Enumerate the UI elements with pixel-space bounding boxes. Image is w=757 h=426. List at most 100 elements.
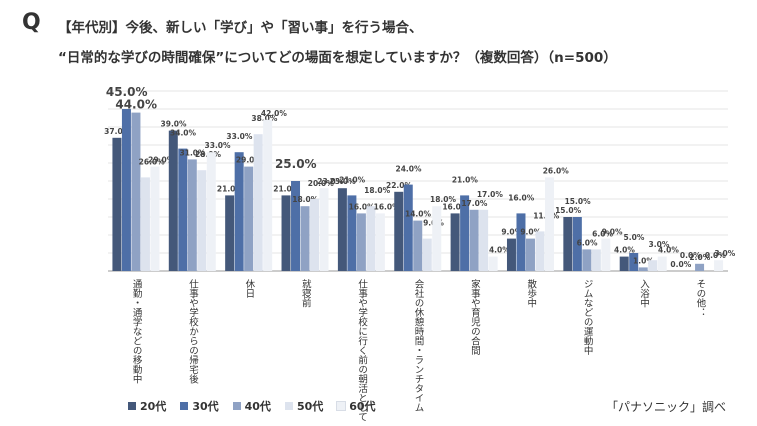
value-label: 14.0% bbox=[405, 210, 432, 219]
bar-60代-3 bbox=[319, 188, 329, 271]
value-label: 23.0% bbox=[330, 177, 357, 186]
bar-50代-6 bbox=[479, 209, 489, 271]
legend-label-40s: 40代 bbox=[244, 400, 271, 413]
bar-60代-10 bbox=[714, 260, 724, 271]
bar-40代-7 bbox=[525, 238, 535, 271]
bar-40代-1 bbox=[187, 159, 197, 271]
legend-item-50s: 50代 bbox=[284, 398, 324, 414]
value-label: 15.0% bbox=[565, 197, 592, 206]
value-label: 9.0% bbox=[520, 228, 541, 237]
value-label: 20.0% bbox=[308, 179, 335, 188]
value-label: 6.0% bbox=[592, 229, 613, 238]
bar-40代-0 bbox=[131, 112, 141, 271]
bar-30代-6 bbox=[460, 195, 470, 271]
bar-30代-2 bbox=[234, 152, 244, 271]
bar-60代-0 bbox=[150, 166, 160, 271]
value-label: 16.0% bbox=[508, 193, 535, 202]
bar-30代-9 bbox=[629, 253, 639, 271]
bar-50代-9 bbox=[648, 260, 658, 271]
category-label: ジムなどの運動中 bbox=[582, 279, 594, 356]
bar-40代-5 bbox=[413, 220, 423, 271]
value-label: 38.0% bbox=[251, 114, 278, 123]
category-label: その他： bbox=[694, 279, 706, 317]
legend-swatch-50s bbox=[284, 402, 293, 410]
source-note: 「パナソニック」調べ bbox=[606, 400, 727, 414]
value-label: 44.0% bbox=[115, 98, 157, 112]
value-label: 21.0% bbox=[273, 184, 300, 193]
category-label: 仕事や学校からの帰宅後 bbox=[187, 278, 199, 383]
value-label: 37.0% bbox=[104, 127, 131, 136]
bar-50代-2 bbox=[253, 134, 263, 271]
value-label: 21.0% bbox=[339, 175, 366, 184]
legend-label-60s: 60代 bbox=[349, 400, 376, 413]
legend-swatch-20s bbox=[128, 402, 136, 410]
value-label: 9.0% bbox=[501, 228, 522, 237]
bar-30代-0 bbox=[121, 109, 131, 271]
bar-30代-5 bbox=[403, 184, 413, 271]
bar-40代-4 bbox=[356, 213, 366, 271]
chart-legend: 20代 30代 40代 50代 60代 bbox=[128, 398, 376, 414]
category-label: 散歩中 bbox=[525, 278, 537, 308]
bar-60代-9 bbox=[657, 256, 667, 271]
legend-swatch-30s bbox=[180, 402, 189, 410]
bar-20代-4 bbox=[337, 188, 347, 271]
value-label: 42.0% bbox=[261, 109, 288, 118]
value-label: 1.0% bbox=[633, 256, 654, 265]
bar-50代-8 bbox=[591, 249, 601, 271]
value-label: 6.0% bbox=[577, 238, 598, 247]
value-label: 16.0% bbox=[349, 202, 376, 211]
value-label: 3.0% bbox=[649, 240, 670, 249]
bar-20代-5 bbox=[394, 191, 404, 271]
bar-50代-0 bbox=[140, 177, 150, 271]
bar-50代-1 bbox=[197, 170, 207, 271]
value-label: 33.0% bbox=[205, 141, 232, 150]
value-label: 25.0% bbox=[275, 157, 317, 171]
value-label: 18.0% bbox=[430, 195, 457, 204]
value-label: 26.0% bbox=[139, 157, 166, 166]
legend-label-30s: 30代 bbox=[192, 400, 219, 413]
value-label: 5.0% bbox=[624, 233, 645, 242]
value-label: 0.0% bbox=[670, 260, 691, 269]
bar-60代-6 bbox=[488, 256, 498, 271]
value-label: 33.0% bbox=[226, 132, 253, 141]
bar-60代-5 bbox=[432, 206, 442, 271]
bar-20代-6 bbox=[450, 213, 460, 271]
category-label: 通勤・通学などの移動中 bbox=[131, 279, 143, 384]
bar-40代-8 bbox=[582, 249, 592, 271]
value-label: 17.0% bbox=[461, 199, 488, 208]
bar-20代-2 bbox=[225, 195, 235, 271]
value-label: 16.0% bbox=[374, 202, 401, 211]
category-label: 家事や育児の合間 bbox=[469, 278, 481, 356]
category-label: 就寝前 bbox=[300, 278, 312, 308]
bar-20代-1 bbox=[168, 130, 178, 271]
category-label: 休日 bbox=[243, 278, 255, 298]
value-label: 23.0% bbox=[317, 177, 344, 186]
value-label: 34.0% bbox=[170, 129, 197, 138]
bar-30代-1 bbox=[178, 148, 188, 271]
legend-item-60s: 60代 bbox=[336, 398, 376, 414]
bar-50代-4 bbox=[366, 206, 376, 271]
legend-swatch-40s bbox=[232, 402, 241, 410]
chart-title-line1: 【年代別】今後、新しい「学び」や「習い事」を行う場合、 bbox=[58, 20, 423, 36]
bar-20代-0 bbox=[112, 137, 122, 271]
value-label: 45.0% bbox=[106, 85, 148, 99]
bar-30代-4 bbox=[347, 195, 357, 271]
legend-item-20s: 20代 bbox=[128, 398, 166, 414]
value-label: 29.0% bbox=[236, 156, 263, 165]
value-label: 26.0% bbox=[543, 166, 570, 175]
bar-40代-10 bbox=[695, 263, 705, 271]
legend-label-50s: 50代 bbox=[296, 400, 324, 413]
value-label: 24.0% bbox=[395, 165, 422, 174]
bar-20代-8 bbox=[563, 217, 573, 271]
value-label: 18.0% bbox=[292, 195, 319, 204]
value-label: 18.0% bbox=[364, 186, 391, 195]
question-mark: Q bbox=[22, 10, 41, 35]
bar-40代-2 bbox=[244, 166, 254, 271]
bar-60代-2 bbox=[263, 119, 273, 271]
bar-60代-7 bbox=[544, 177, 554, 271]
legend-swatch-60s bbox=[336, 401, 347, 411]
value-label: 3.0% bbox=[714, 249, 735, 258]
bar-20代-7 bbox=[506, 238, 516, 271]
value-label: 0.0% bbox=[705, 251, 726, 260]
